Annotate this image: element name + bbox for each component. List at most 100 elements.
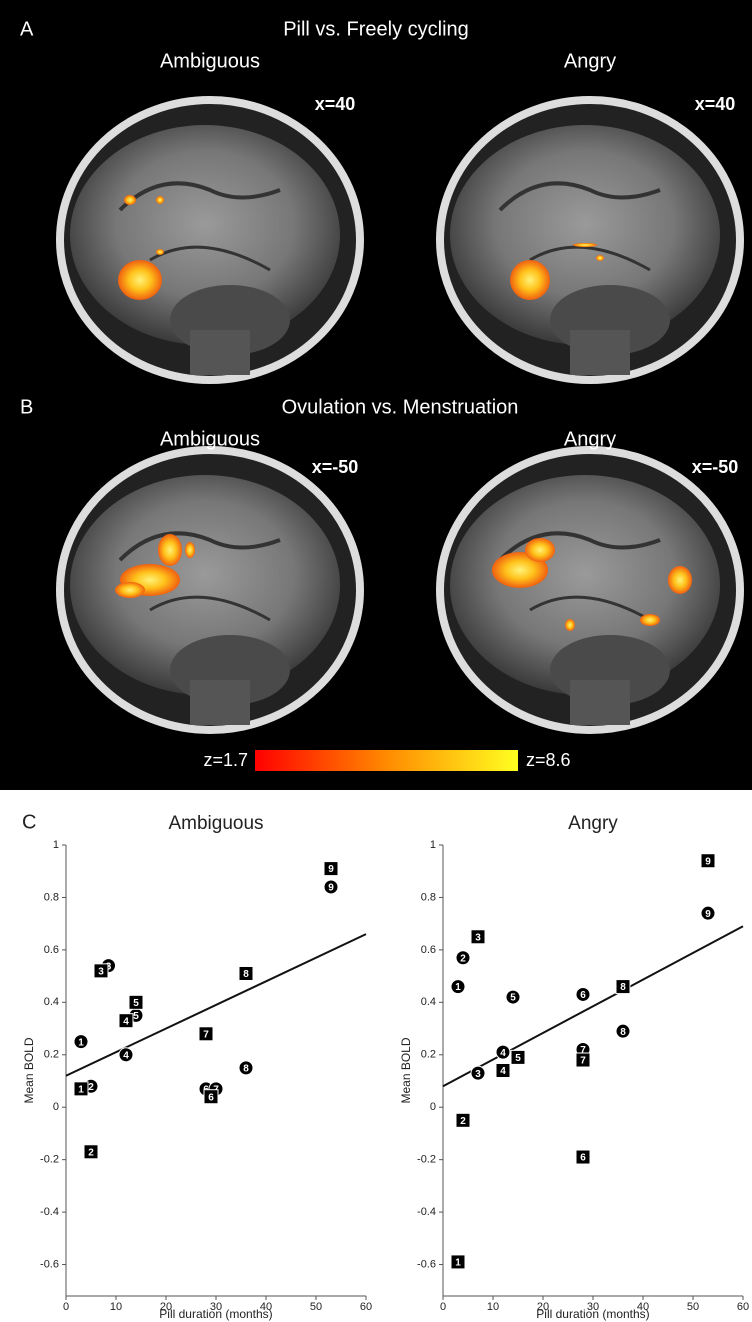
y-tick-label: 0 [430, 1101, 436, 1113]
figure: A Pill vs. Freely cycling Ambiguous Angr… [0, 0, 752, 1322]
colorbar-max-label: z=8.6 [526, 750, 571, 770]
x-axis-label: Pill duration (months) [536, 1307, 649, 1321]
slice-coordinate: x=-50 [692, 457, 739, 477]
activation [565, 619, 575, 631]
y-tick-label: 0.4 [421, 996, 436, 1008]
y-tick-label: 0.2 [421, 1049, 436, 1061]
panel-title: Ovulation vs. Menstruation [282, 396, 519, 418]
y-tick-label: 1 [53, 839, 59, 851]
x-tick-label: 60 [360, 1301, 372, 1313]
activation [124, 195, 136, 205]
chart-title: Ambiguous [168, 813, 263, 834]
x-tick-label: 10 [110, 1301, 122, 1313]
point-label: 9 [328, 883, 334, 894]
point-label: 3 [98, 967, 104, 978]
point-label: 1 [78, 1037, 84, 1048]
brain-image [440, 450, 740, 730]
x-axis-label: Pill duration (months) [159, 1307, 272, 1321]
activation [573, 243, 597, 247]
point-label: 6 [208, 1092, 214, 1103]
panel-title: Pill vs. Freely cycling [283, 18, 469, 40]
activation [118, 260, 162, 300]
y-tick-label: -0.2 [417, 1154, 436, 1166]
point-label: 1 [455, 1258, 461, 1269]
y-tick-label: -0.6 [417, 1258, 436, 1270]
activation [185, 542, 195, 558]
point-label: 9 [705, 909, 711, 920]
activation [596, 255, 604, 261]
x-tick-label: 60 [737, 1301, 749, 1313]
y-tick-label: 0.2 [44, 1049, 59, 1061]
activation [668, 566, 692, 594]
point-label: 6 [580, 1153, 586, 1164]
y-tick-label: -0.2 [40, 1154, 59, 1166]
neck [570, 330, 630, 375]
page: { "panel_a": {"label": "A", "title": "Pi… [0, 0, 752, 1322]
neck [570, 680, 630, 725]
point-label: 8 [243, 1064, 249, 1075]
image-title: Angry [564, 428, 616, 450]
point-label: 2 [88, 1147, 94, 1158]
panel-label: B [20, 396, 33, 418]
panel-label: C [22, 811, 36, 833]
x-tick-label: 10 [487, 1301, 499, 1313]
slice-coordinate: x=40 [315, 94, 356, 114]
y-tick-label: 0 [53, 1101, 59, 1113]
slice-coordinate: x=-50 [312, 457, 359, 477]
neck [190, 680, 250, 725]
activation [158, 534, 182, 566]
point-label: 9 [328, 864, 334, 875]
y-tick-label: 0.4 [44, 996, 59, 1008]
image-title: Ambiguous [160, 50, 260, 72]
image-title: Ambiguous [160, 428, 260, 450]
point-label: 7 [203, 1029, 209, 1040]
point-label: 7 [580, 1056, 586, 1067]
point-label: 4 [500, 1048, 506, 1059]
y-axis-label: Mean BOLD [399, 1037, 413, 1103]
point-label: 9 [705, 856, 711, 867]
y-tick-label: 0.6 [421, 944, 436, 956]
y-tick-label: 0.8 [44, 891, 59, 903]
image-title: Angry [564, 50, 616, 72]
point-label: 4 [123, 1050, 129, 1061]
activation [510, 260, 550, 300]
y-tick-label: -0.4 [417, 1206, 436, 1218]
point-label: 5 [515, 1053, 521, 1064]
chart-title: Angry [568, 813, 618, 834]
slice-coordinate: x=40 [695, 94, 736, 114]
x-tick-label: 50 [310, 1301, 322, 1313]
brain-image [440, 100, 740, 380]
point-label: 8 [620, 982, 626, 993]
point-label: 8 [620, 1027, 626, 1038]
y-tick-label: -0.4 [40, 1206, 59, 1218]
y-axis-label: Mean BOLD [22, 1037, 36, 1103]
activation [525, 538, 555, 562]
point-label: 2 [460, 1116, 466, 1127]
activation [115, 582, 145, 598]
point-label: 4 [500, 1066, 506, 1077]
colorbar-min-label: z=1.7 [203, 750, 248, 770]
activation [156, 249, 164, 255]
point-label: 1 [78, 1084, 84, 1095]
x-tick-label: 50 [687, 1301, 699, 1313]
x-tick-label: 0 [440, 1301, 446, 1313]
y-tick-label: 0.6 [44, 944, 59, 956]
point-label: 6 [580, 990, 586, 1001]
point-label: 4 [123, 1016, 129, 1027]
point-label: 5 [133, 998, 139, 1009]
y-tick-label: 0.8 [421, 891, 436, 903]
y-tick-label: -0.6 [40, 1258, 59, 1270]
point-label: 5 [510, 993, 516, 1004]
point-label: 2 [88, 1082, 94, 1093]
activation [640, 614, 660, 626]
brain-image [60, 450, 360, 730]
panel-label: A [20, 18, 34, 40]
neck [190, 330, 250, 375]
brain-image [60, 100, 360, 380]
point-label: 8 [243, 969, 249, 980]
point-label: 3 [475, 932, 481, 943]
fit-line [443, 926, 743, 1086]
fit-line [66, 934, 366, 1076]
point-label: 3 [475, 1069, 481, 1080]
y-tick-label: 1 [430, 839, 436, 851]
